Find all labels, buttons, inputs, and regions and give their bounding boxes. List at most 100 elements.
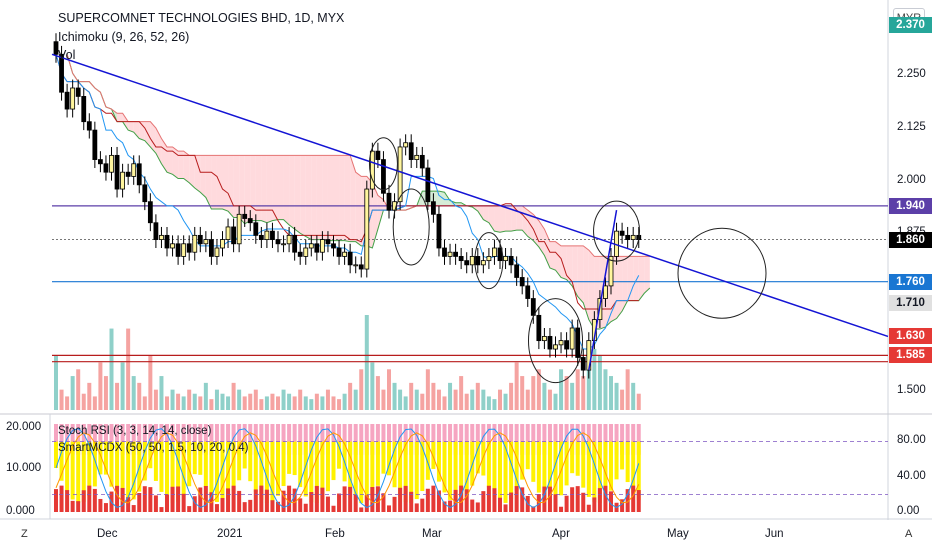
mcdx-bar-mid <box>420 441 425 492</box>
candle-body <box>514 264 520 278</box>
smartmcdx-legend[interactable]: SmartMCDX (50, 50, 1.5, 10, 20, 0.4) <box>58 442 249 454</box>
candle-body <box>453 251 459 257</box>
mcdx-bar-mid <box>209 441 214 497</box>
candle-body <box>247 218 253 224</box>
volume-bar <box>525 389 530 410</box>
mcdx-bar-red <box>570 487 575 512</box>
volume-legend[interactable]: Vol <box>58 48 76 62</box>
candle-body <box>53 41 59 55</box>
candle-body <box>264 230 270 240</box>
mcdx-bar-top <box>170 424 175 455</box>
candle-body <box>436 213 442 249</box>
zoom-button[interactable]: Z <box>21 528 28 540</box>
mcdx-bar-top <box>109 424 114 455</box>
candle-body <box>558 340 564 346</box>
mcdx-bar-red <box>320 487 325 512</box>
mcdx-bar-top <box>98 424 103 455</box>
price-tick-label: 2.250 <box>897 68 926 81</box>
candle-body <box>170 243 175 249</box>
mcdx-bar-red <box>431 485 436 512</box>
volume-bar <box>59 389 64 410</box>
candle-body <box>220 239 225 249</box>
candle-body <box>236 213 242 245</box>
volume-bar <box>292 396 297 410</box>
symbol-title[interactable]: SUPERCOMNET TECHNOLOGIES BHD, 1D, MYX <box>58 11 345 25</box>
mcdx-bar-top <box>614 424 619 455</box>
cloud-segment <box>239 155 245 224</box>
cloud-segment <box>588 250 595 330</box>
mcdx-bar-red <box>531 506 536 512</box>
mcdx-bar-top <box>353 424 358 455</box>
mcdx-bar-red <box>303 503 308 512</box>
mcdx-bar-top <box>631 424 636 455</box>
volume-bar <box>597 355 602 410</box>
mcdx-bar-top <box>159 424 164 455</box>
annotation-circle <box>368 137 398 191</box>
annotation-circle <box>677 227 767 319</box>
mcdx-bar-red <box>442 501 447 512</box>
mcdx-bar-red <box>165 494 169 512</box>
mcdx-bar-mid <box>475 441 480 474</box>
mcdx-bar-top <box>375 424 380 455</box>
mcdx-bar-mid <box>614 441 619 480</box>
mcdx-bar-mid <box>103 441 108 475</box>
candle-body <box>364 188 370 270</box>
candle-body <box>70 87 76 110</box>
candle-body <box>369 150 375 190</box>
mcdx-bar-red <box>281 490 286 512</box>
candle-body <box>147 201 153 224</box>
mcdx-bar-top <box>226 424 231 455</box>
trendline-up <box>588 209 618 371</box>
cloud-segment <box>555 241 562 278</box>
mcdx-bar-red <box>597 488 602 512</box>
stoch-rsi-legend[interactable]: Stoch RSI (3, 3, 14, 14, close) <box>58 425 212 437</box>
volume-bar <box>259 399 264 410</box>
mcdx-bar-red <box>292 488 297 512</box>
ichimoku-legend[interactable]: Ichimoku (9, 26, 52, 26) <box>58 30 190 44</box>
cloud-segment <box>372 182 378 248</box>
mcdx-bar-red <box>603 485 608 512</box>
mcdx-bar-mid <box>115 441 120 497</box>
time-tick-label: Feb <box>325 528 345 540</box>
mcdx-bar-mid <box>609 441 613 491</box>
mcdx-bar-red <box>542 486 547 512</box>
mcdx-bar-mid <box>442 441 447 493</box>
mcdx-bar-red <box>126 497 131 512</box>
cloud-segment <box>211 155 217 210</box>
mcdx-bar-red <box>298 498 303 512</box>
cloud-segment <box>250 155 256 221</box>
volume-bar <box>581 376 586 410</box>
mcdx-bar-mid <box>65 441 70 492</box>
auto-scale-button[interactable]: A <box>905 528 913 540</box>
cloud-segment <box>616 256 623 319</box>
mcdx-bar-top <box>597 424 602 455</box>
mcdx-bar-top <box>570 424 575 455</box>
candle-body <box>403 142 409 148</box>
candle-body <box>59 53 64 93</box>
mcdx-bar-top <box>237 424 242 455</box>
cloud-segment <box>566 245 573 286</box>
mcdx-bar-red <box>425 488 430 512</box>
mcdx-bar-red <box>153 495 158 512</box>
cloud-segment <box>133 121 140 139</box>
mcdx-bar-red <box>203 486 208 512</box>
candle-body <box>131 163 137 177</box>
candle-body <box>342 251 348 257</box>
candle-body <box>508 256 514 266</box>
mcdx-bar-red <box>370 486 375 512</box>
mcdx-bar-red <box>231 485 236 512</box>
volume-bar <box>509 382 514 410</box>
mcdx-bar-top <box>547 424 552 455</box>
volume-bar <box>253 389 258 410</box>
mcdx-bar-mid <box>81 441 86 502</box>
annotation-circle <box>593 200 641 262</box>
mcdx-bar-mid <box>553 441 558 502</box>
mcdx-bar-top <box>536 424 541 455</box>
volume-bar <box>159 376 164 410</box>
cloud-segment <box>255 155 262 221</box>
mcdx-bar-mid <box>331 441 336 481</box>
mcdx-bar-red <box>131 505 136 512</box>
volume-bar <box>176 393 181 410</box>
mcdx-bar-mid <box>148 441 153 469</box>
